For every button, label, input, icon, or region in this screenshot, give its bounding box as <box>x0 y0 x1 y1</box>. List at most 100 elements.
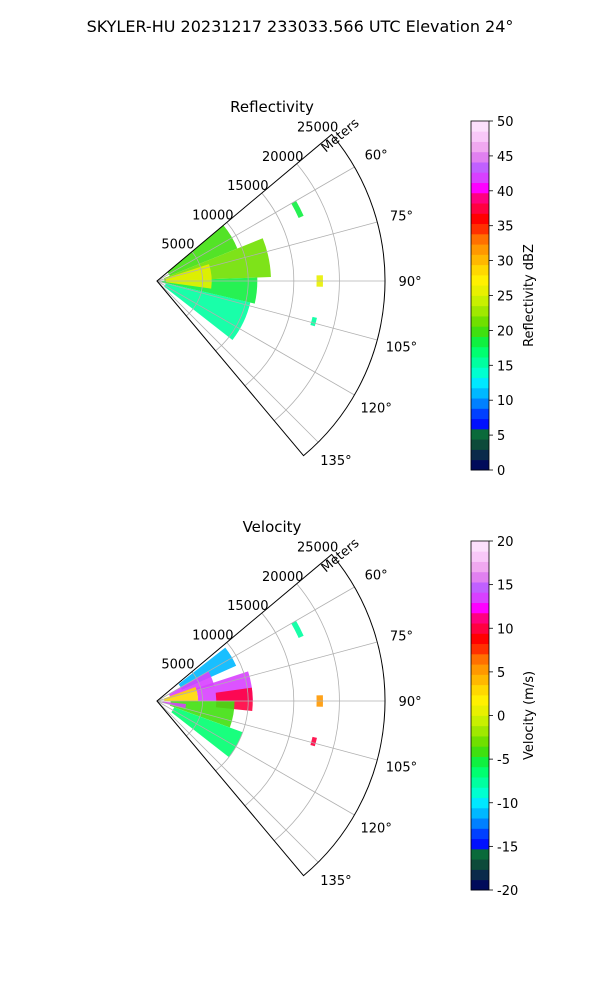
colorbar-segment <box>471 582 489 593</box>
colorbar-segment <box>471 623 489 634</box>
radar-panel-velocity: 60° 75° 90° 105° 120° 135° 5000 10000 15000 20000… <box>156 518 537 899</box>
colorbar-segment <box>471 428 489 440</box>
range-tick-label: 15000 <box>227 179 268 194</box>
sector-outline <box>156 553 386 877</box>
colorbar-tick-label: -20 <box>497 884 518 899</box>
colorbar-segment <box>471 684 489 696</box>
radar-panels: 60°75°90°105°120°135°5000100001500020000… <box>156 98 537 899</box>
azimuth-tick-label: 120° <box>361 402 392 417</box>
colorbar-segment <box>471 172 489 183</box>
echo-region <box>310 736 317 747</box>
range-tick-label: 25000 <box>297 540 338 555</box>
colorbar-segment <box>471 725 489 737</box>
colorbar-tick-label: 20 <box>497 324 514 339</box>
colorbar-tick-label: 40 <box>497 185 514 200</box>
colorbar-segment <box>471 141 489 153</box>
colorbar-segment <box>471 674 489 686</box>
azimuth-gridline <box>156 700 355 816</box>
colorbar-segment <box>471 869 489 881</box>
colorbar-tick-label: 25 <box>497 290 514 305</box>
colorbar-tick-label: 20 <box>497 535 514 550</box>
colorbar-segment <box>471 418 489 430</box>
colorbar-segment <box>471 223 489 235</box>
azimuth-tick-label: 90° <box>399 695 422 710</box>
colorbar-tick-label: 10 <box>497 622 514 637</box>
colorbar-segment <box>471 643 489 655</box>
azimuth-gridline <box>156 280 355 396</box>
colorbar-tick-label: -15 <box>497 840 518 855</box>
azimuth-gridline <box>156 166 355 282</box>
echo-region <box>178 647 237 690</box>
colorbar-segment <box>471 254 489 266</box>
colorbar-segment <box>471 602 489 614</box>
colorbar-segment <box>471 182 489 194</box>
colorbar-segment <box>471 561 489 573</box>
echo-region <box>291 200 304 218</box>
colorbar: -20 -15 -10 -5 0 5 10 15 20 Velocity (m/s) <box>470 535 537 899</box>
colorbar-segment <box>471 551 489 562</box>
plot-area <box>157 134 386 456</box>
colorbar-segment <box>471 449 489 461</box>
colorbar-segment <box>471 848 489 860</box>
echo-region <box>291 620 304 638</box>
colorbar-tick-label: -5 <box>497 753 510 768</box>
colorbar-tick-label: 35 <box>497 220 514 235</box>
panel-title: Reflectivity <box>230 98 314 116</box>
sector-outline <box>156 133 386 457</box>
colorbar-tick-label: 15 <box>497 579 514 594</box>
colorbar-segment <box>471 316 489 327</box>
colorbar-segment <box>471 213 489 225</box>
colorbar-segment <box>471 398 489 409</box>
colorbar-segment <box>471 367 489 379</box>
colorbar-tick-label: 30 <box>497 255 514 270</box>
colorbar-segment <box>471 705 489 716</box>
colorbar-segment <box>471 664 489 675</box>
azimuth-tick-label: 135° <box>320 454 351 469</box>
colorbar-tick-label: 45 <box>497 150 514 165</box>
azimuth-tick-label: 120° <box>361 822 392 837</box>
colorbar-segment <box>471 807 489 819</box>
range-tick-label: 5000 <box>161 658 194 673</box>
azimuth-gridline <box>156 641 378 702</box>
azimuth-tick-label: 135° <box>320 874 351 889</box>
colorbar-segment <box>471 162 489 173</box>
range-ring <box>215 642 249 772</box>
colorbar-segment <box>471 131 489 142</box>
range-tick-label: 10000 <box>192 628 233 643</box>
colorbar-tick-label: 50 <box>497 115 514 130</box>
azimuth-tick-label: 105° <box>386 341 417 356</box>
range-ring <box>215 222 249 352</box>
azimuth-gridline <box>156 221 378 282</box>
colorbar-segment <box>471 295 489 307</box>
range-ring <box>244 612 295 807</box>
colorbar-segment <box>471 787 489 799</box>
colorbar-segment <box>471 766 489 778</box>
colorbar-segment <box>471 818 489 829</box>
azimuth-tick-label: 60° <box>365 148 388 163</box>
colorbar-segment <box>471 274 489 286</box>
colorbar-tick-label: 5 <box>497 666 505 681</box>
echo-region <box>169 701 235 728</box>
colorbar-segment <box>471 879 489 891</box>
colorbar-segment <box>471 244 489 255</box>
colorbar-segment <box>471 305 489 317</box>
azimuth-gridline <box>156 280 378 341</box>
azimuth-gridline <box>156 586 355 702</box>
range-tick-label: 10000 <box>192 208 233 223</box>
colorbar-segment <box>471 715 489 727</box>
colorbar-segment <box>471 838 489 850</box>
azimuth-tick-label: 90° <box>399 275 422 290</box>
colorbar-segment <box>471 612 489 624</box>
colorbar-segment <box>471 633 489 645</box>
colorbar-segment <box>471 694 489 706</box>
colorbar-segment <box>471 203 489 214</box>
colorbar-tick-label: -10 <box>497 797 518 812</box>
colorbar-segment <box>471 777 489 788</box>
colorbar-segment <box>471 233 489 245</box>
colorbar-segment <box>471 357 489 368</box>
range-ring <box>273 583 340 842</box>
colorbar-segment <box>471 346 489 358</box>
colorbar-label: Velocity (m/s) <box>522 671 537 760</box>
range-ring <box>244 192 295 387</box>
